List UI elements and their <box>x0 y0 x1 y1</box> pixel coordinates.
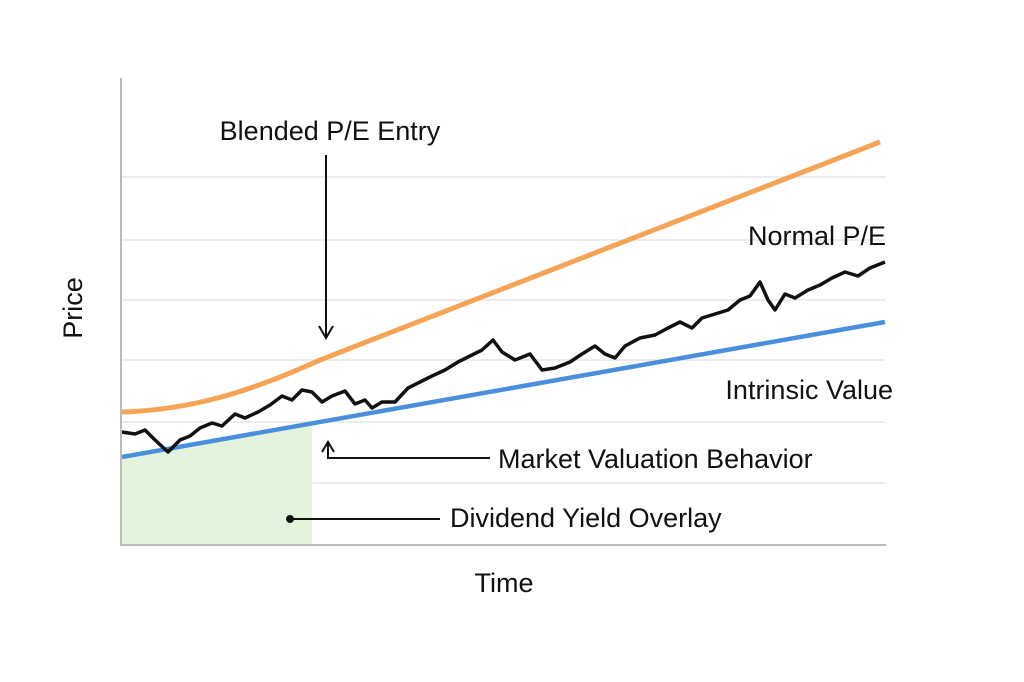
dividend-area <box>122 423 312 545</box>
annotation: Dividend Yield Overlay <box>450 503 722 533</box>
market-price-line <box>121 260 886 454</box>
pointer-dot <box>286 515 294 523</box>
y-axis-label: Price <box>58 277 88 339</box>
annotation: Blended P/E Entry <box>220 116 441 146</box>
intrinsic-value-line <box>121 319 886 460</box>
x-axis-label: Time <box>475 568 534 598</box>
normal-pe-line <box>121 139 881 415</box>
arrowhead <box>321 440 335 453</box>
annotation: Normal P/E <box>748 221 886 251</box>
arrow <box>327 444 490 459</box>
annotation: Intrinsic Value <box>725 375 893 405</box>
arrowhead <box>318 325 334 340</box>
annotation: Market Valuation Behavior <box>498 444 813 474</box>
